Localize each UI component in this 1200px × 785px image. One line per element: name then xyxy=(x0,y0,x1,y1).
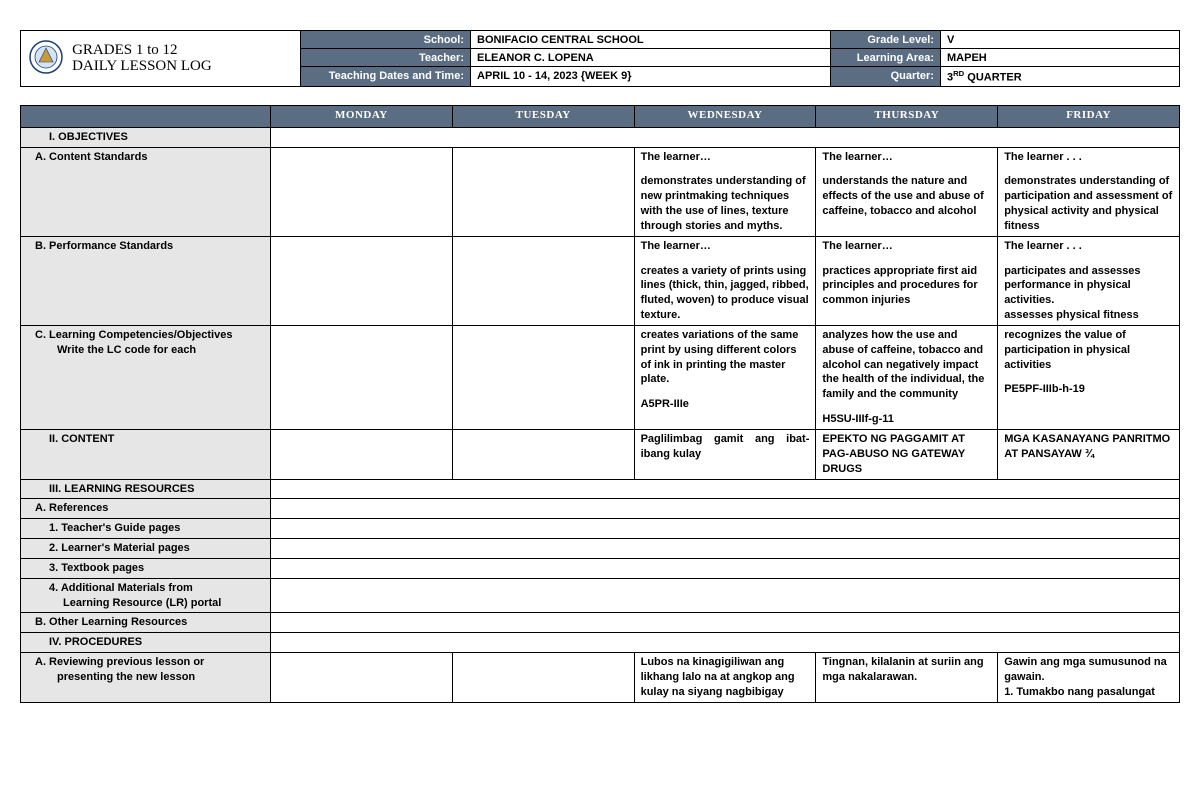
row-content-standards: A. Content Standards xyxy=(21,147,271,236)
row-other-resources: B. Other Learning Resources xyxy=(21,613,271,633)
row-competencies: C. Learning Competencies/Objectives Writ… xyxy=(21,325,271,429)
col-friday: FRIDAY xyxy=(998,105,1180,127)
lesson-plan-grid: MONDAY TUESDAY WEDNESDAY THURSDAY FRIDAY… xyxy=(20,105,1180,703)
school-label: School: xyxy=(301,31,471,49)
perf-std-fri: The learner . . . participates and asses… xyxy=(998,236,1180,325)
school-value: BONIFACIO CENTRAL SCHOOL xyxy=(471,31,831,49)
perf-std-wed: The learner… creates a variety of prints… xyxy=(634,236,816,325)
content-std-mon xyxy=(271,147,453,236)
comp-mon xyxy=(271,325,453,429)
tb-span xyxy=(271,558,1180,578)
teacher-label: Teacher: xyxy=(301,49,471,67)
area-value: MAPEH xyxy=(941,49,1180,67)
lm-span xyxy=(271,539,1180,559)
comp-tue xyxy=(452,325,634,429)
logo-title-cell: GRADES 1 to 12 DAILY LESSON LOG xyxy=(21,31,301,87)
proc-a-fri: Gawin ang mga sumusunod na gawain. 1. Tu… xyxy=(998,653,1180,703)
grade-label: Grade Level: xyxy=(831,31,941,49)
content-fri: MGA KASANAYANG PANRITMO AT PANSAYAW ¾ xyxy=(998,430,1180,480)
grade-value: V xyxy=(941,31,1180,49)
col-tuesday: TUESDAY xyxy=(452,105,634,127)
row-performance-standards: B. Performance Standards xyxy=(21,236,271,325)
proc-a-tue xyxy=(452,653,634,703)
content-std-wed: The learner… demonstrates understanding … xyxy=(634,147,816,236)
content-wed: Paglilimbag gamit ang ibat-ibang kulay xyxy=(634,430,816,480)
content-std-fri: The learner . . . demonstrates understan… xyxy=(998,147,1180,236)
comp-thu: analyzes how the use and abuse of caffei… xyxy=(816,325,998,429)
content-std-tue xyxy=(452,147,634,236)
col-wednesday: WEDNESDAY xyxy=(634,105,816,127)
logo-title-text: GRADES 1 to 12 DAILY LESSON LOG xyxy=(72,42,212,75)
row-lm: 2. Learner's Material pages xyxy=(21,539,271,559)
other-span xyxy=(271,613,1180,633)
content-thu: EPEKTO NG PAGGAMIT AT PAG-ABUSO NG GATEW… xyxy=(816,430,998,480)
section-objectives: I. OBJECTIVES xyxy=(21,127,271,147)
comp-wed: creates variations of the same print by … xyxy=(634,325,816,429)
content-std-thu: The learner… understands the nature and … xyxy=(816,147,998,236)
area-label: Learning Area: xyxy=(831,49,941,67)
section-content: II. CONTENT xyxy=(21,430,271,480)
section-resources: III. LEARNING RESOURCES xyxy=(21,479,271,499)
row-proc-a: A. Reviewing previous lesson or presenti… xyxy=(21,653,271,703)
col-monday: MONDAY xyxy=(271,105,453,127)
proc-a-thu: Tingnan, kilalanin at suriin ang mga nak… xyxy=(816,653,998,703)
proc-a-wed: Lubos na kinagigiliwan ang likhang lalo … xyxy=(634,653,816,703)
perf-std-mon xyxy=(271,236,453,325)
row-textbook: 3. Textbook pages xyxy=(21,558,271,578)
references-span xyxy=(271,499,1180,519)
comp-fri: recognizes the value of participation in… xyxy=(998,325,1180,429)
addl-span xyxy=(271,578,1180,613)
content-mon xyxy=(271,430,453,480)
dates-value: APRIL 10 - 14, 2023 {WEEK 9} xyxy=(471,67,831,87)
quarter-value: 3RD QUARTER xyxy=(941,67,1180,87)
col-blank-head xyxy=(21,105,271,127)
lesson-log-header: GRADES 1 to 12 DAILY LESSON LOG School: … xyxy=(20,30,1180,87)
tg-span xyxy=(271,519,1180,539)
dates-label: Teaching Dates and Time: xyxy=(301,67,471,87)
objectives-span xyxy=(271,127,1180,147)
row-additional-materials: 4. Additional Materials from Learning Re… xyxy=(21,578,271,613)
quarter-label: Quarter: xyxy=(831,67,941,87)
perf-std-tue xyxy=(452,236,634,325)
perf-std-thu: The learner… practices appropriate first… xyxy=(816,236,998,325)
section-procedures: IV. PROCEDURES xyxy=(21,633,271,653)
content-tue xyxy=(452,430,634,480)
procedures-span xyxy=(271,633,1180,653)
row-references: A. References xyxy=(21,499,271,519)
deped-logo-icon xyxy=(29,40,63,77)
teacher-value: ELEANOR C. LOPENA xyxy=(471,49,831,67)
row-tg: 1. Teacher's Guide pages xyxy=(21,519,271,539)
resources-span xyxy=(271,479,1180,499)
col-thursday: THURSDAY xyxy=(816,105,998,127)
proc-a-mon xyxy=(271,653,453,703)
